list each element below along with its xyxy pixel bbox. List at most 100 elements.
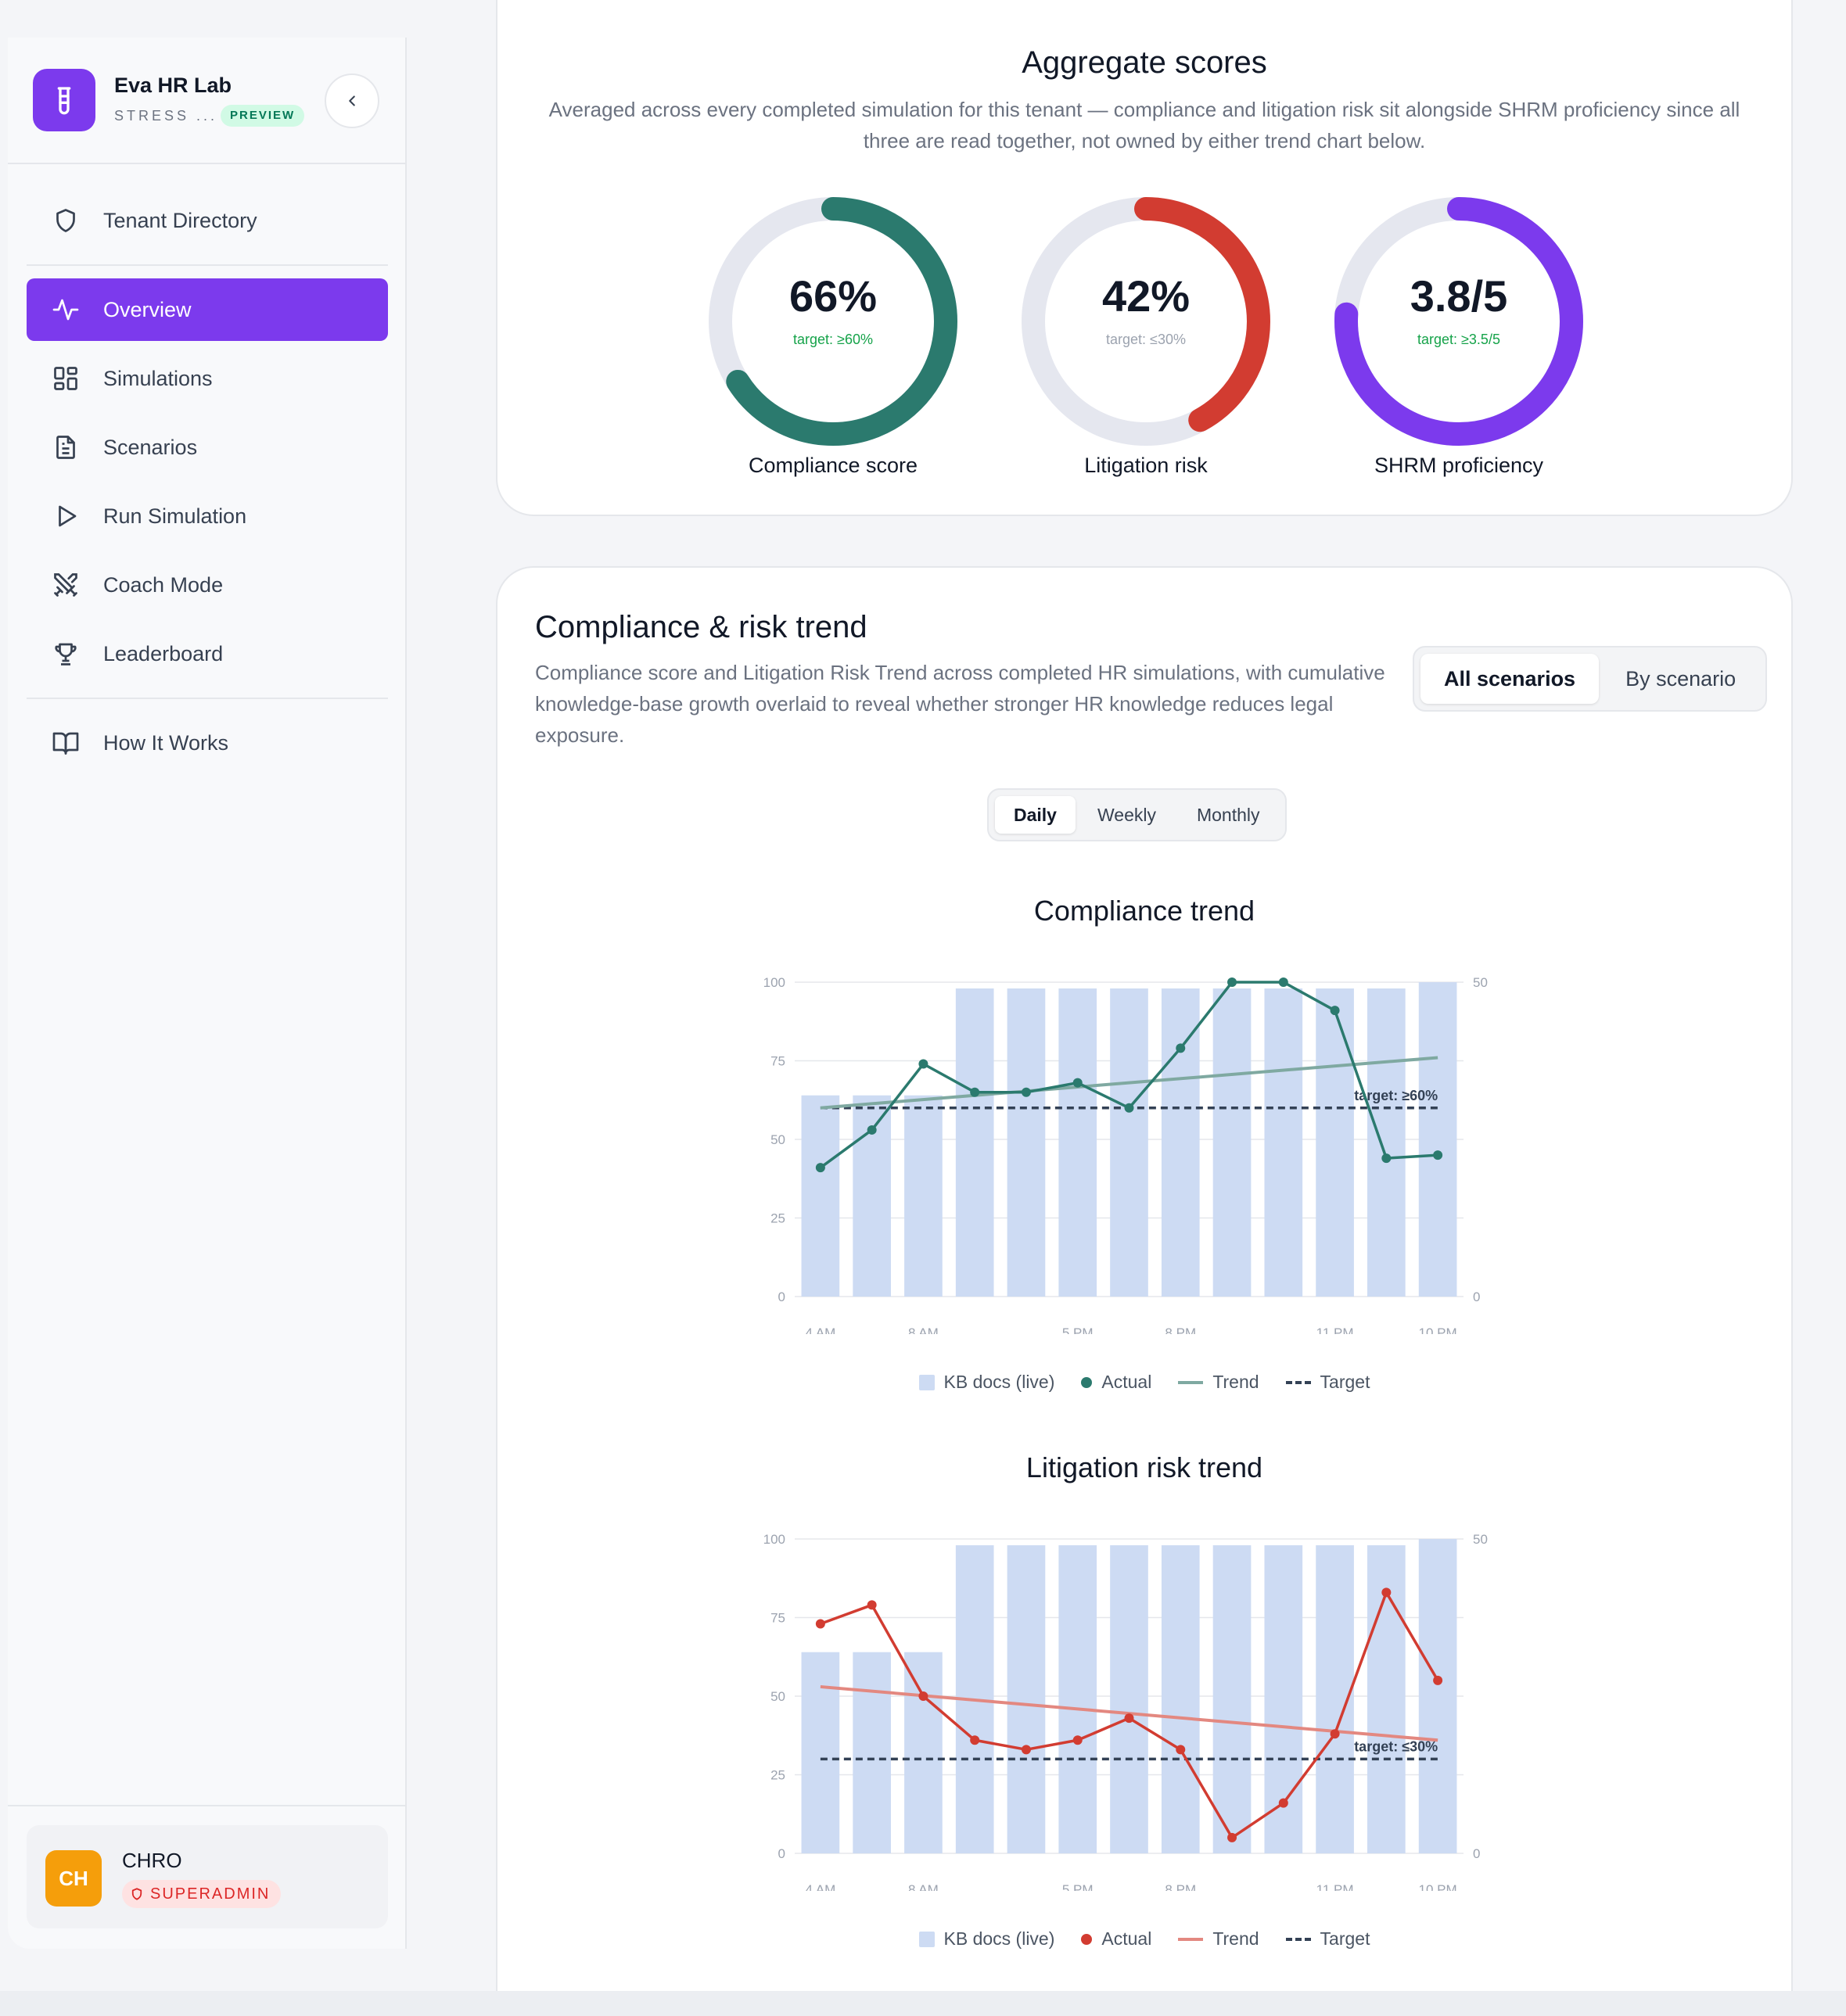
nav-item-label: Scenarios [103,435,198,459]
nav-item-run-simulation[interactable]: Run Simulation [27,485,388,547]
nav-item-label: Simulations [103,366,213,390]
y-tick-label: 100 [763,975,785,990]
trophy-icon [50,638,81,669]
kb-docs-bar [1161,988,1200,1297]
dot-swatch [1081,1933,1093,1945]
aggregate-title: Aggregate scores [1022,45,1267,80]
y2-tick-label: 50 [1473,975,1488,990]
compliance-chart-title: Compliance trend [1033,895,1255,927]
period-weekly[interactable]: Weekly [1097,804,1156,825]
nav-item-tenant-directory[interactable]: Tenant Directory [27,189,388,252]
legend-actual[interactable]: Actual [1081,1372,1151,1393]
gauge-label: Compliance score [748,454,918,477]
user-divider [8,1805,405,1806]
kb-docs-bar [1058,988,1097,1297]
legend-kb-docs[interactable]: KB docs (live) [918,1928,1055,1950]
gauge-ring [709,197,957,446]
kb-docs-bar [1264,988,1303,1297]
period-daily[interactable]: Daily [995,796,1076,834]
gauge-value: 3.8/5 [1410,271,1508,321]
kb-docs-bar [904,1652,943,1853]
actual-point [1381,1153,1392,1164]
legend-trend[interactable]: Trend [1178,1928,1259,1950]
nav-item-coach-mode[interactable]: Coach Mode [27,554,388,616]
nav-item-how-it-works[interactable]: How It Works [27,712,388,774]
brand-header: Eva HR Lab STRESS ... PREVIEW [8,38,405,164]
x-tick-label: 11 PM [1316,1882,1354,1891]
dash-swatch [1285,1937,1311,1941]
y2-tick-label: 0 [1473,1290,1480,1304]
play-icon [50,500,81,532]
scope-by-scenario[interactable]: By scenario [1625,666,1736,691]
legend-actual[interactable]: Actual [1081,1928,1151,1950]
gauge-arc [1022,197,1270,446]
actual-point [1124,1103,1134,1113]
aggregate-scores-card: Aggregate scores Averaged across every c… [496,0,1793,516]
shield-icon [50,205,81,236]
y2-tick-label: 50 [1473,1532,1488,1547]
legend-target[interactable]: Target [1285,1928,1370,1950]
litigation-trend-chart: 0 25 50 75 100 0 50 target: ≤30% 4 AM 8 AM 5 PM 8 P… [763,1532,1488,1891]
legend-label: Target [1320,1928,1370,1949]
scope-toggle: All scenarios By scenario [1413,646,1768,712]
legend-label: Target [1320,1372,1370,1392]
nav-item-label: Run Simulation [103,504,247,528]
gauge-target: target: ≥3.5/5 [1417,332,1500,347]
nav-item-scenarios[interactable]: Scenarios [27,416,388,479]
kb-docs-bar [1007,1545,1046,1853]
y-tick-label: 75 [770,1054,785,1069]
nav-item-label: Leaderboard [103,641,224,665]
gauge-value: 42% [1101,271,1191,321]
legend-target[interactable]: Target [1285,1372,1370,1393]
grid-icon [50,363,81,394]
actual-point [1072,1078,1083,1088]
nav-item-simulations[interactable]: Simulations [27,347,388,410]
actual-point [1072,1735,1083,1745]
nav-item-overview[interactable]: Overview [27,278,388,341]
period-toggle: Daily Weekly Monthly [987,788,1287,841]
actual-point [918,1691,928,1701]
kb-docs-bar [801,1652,840,1853]
actual-point [1021,1087,1031,1097]
period-monthly[interactable]: Monthly [1196,804,1260,825]
scope-all-scenarios[interactable]: All scenarios [1420,654,1600,704]
y-tick-label: 50 [770,1689,785,1704]
legend-label: Actual [1101,1372,1152,1392]
collapse-sidebar-button[interactable] [325,74,379,128]
actual-point [1381,1587,1392,1598]
actual-point [1124,1713,1134,1724]
actual-point [1021,1745,1031,1755]
y-tick-label: 100 [763,1532,785,1547]
actual-point [1176,1043,1186,1053]
x-tick-label: 11 PM [1316,1325,1354,1334]
legend-label: Trend [1212,1372,1259,1392]
document-icon [50,432,81,463]
legend-trend[interactable]: Trend [1178,1372,1259,1393]
nav-divider [27,698,388,699]
kb-docs-bar [904,1095,943,1297]
y-tick-label: 25 [770,1211,785,1226]
legend-kb-docs[interactable]: KB docs (live) [918,1372,1054,1393]
legend-label: KB docs (live) [943,1928,1055,1949]
user-name: CHRO [122,1849,182,1872]
litigation-chart-title: Litigation risk trend [1025,1451,1263,1483]
x-tick-label: 5 PM [1062,1325,1094,1334]
x-tick-label: 5 PM [1062,1882,1094,1891]
activity-icon [50,294,81,325]
swords-icon [50,569,81,601]
kb-docs-bar [1212,988,1252,1297]
dash-swatch [1285,1380,1311,1384]
nav-item-leaderboard[interactable]: Leaderboard [27,622,388,685]
legend-label: Actual [1101,1928,1152,1949]
nav-divider [27,264,388,266]
y-tick-label: 50 [770,1132,785,1147]
y2-tick-label: 0 [1473,1846,1480,1861]
shrm-gauge: 3.8/5 target: ≥3.5/5 SHRM proficiency [1330,192,1588,505]
actual-point [1278,978,1288,987]
actual-point [1227,1832,1237,1842]
kb-docs-bar [1007,988,1046,1297]
role-badge: SUPERADMIN [122,1880,282,1908]
user-card[interactable]: CH CHRO SUPERADMIN [27,1825,388,1928]
trend-card: Compliance & risk trend Compliance score… [496,566,1793,2016]
gauge-label: SHRM proficiency [1374,454,1544,477]
